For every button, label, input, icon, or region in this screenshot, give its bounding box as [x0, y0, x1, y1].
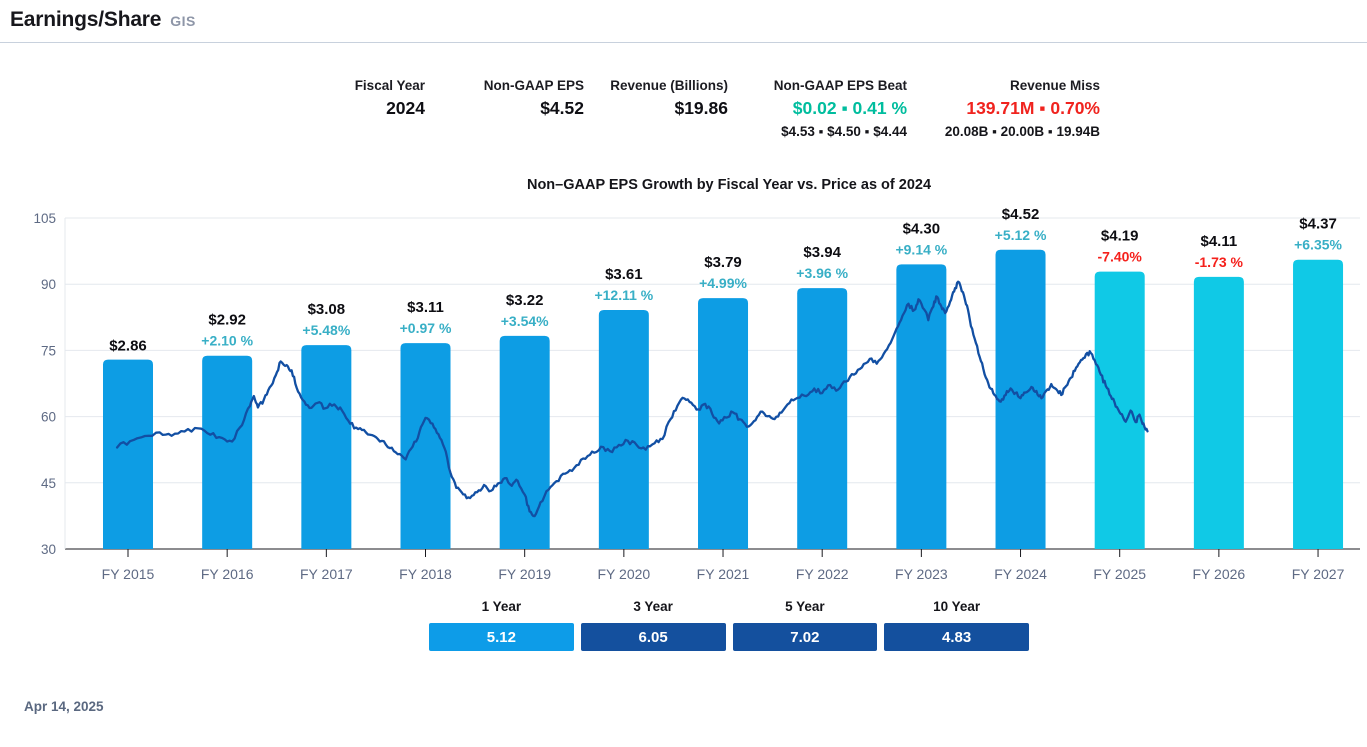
x-axis-label-fy-2027: FY 2027 [1292, 566, 1345, 582]
page-header: Earnings/Share GIS [10, 8, 196, 32]
x-axis-label-fy-2024: FY 2024 [994, 566, 1047, 582]
eps-bar-fy-2026 [1193, 276, 1244, 549]
bar-eps-label: $4.30 [903, 220, 941, 237]
x-axis-label-fy-2018: FY 2018 [399, 566, 452, 582]
x-axis-label-fy-2016: FY 2016 [201, 566, 254, 582]
growth-period-label: 3 Year [633, 599, 673, 614]
bar-growth-label: +5.48% [302, 322, 350, 338]
eps-price-chart: 105 90 75 60 45 30 $2.86 FY 2015 $2.92 +2.10 % FY … [33, 206, 1360, 582]
growth-value-box-5y: 7.02 [732, 623, 878, 651]
x-axis-label-fy-2020: FY 2020 [598, 566, 651, 582]
y-axis-label-90: 90 [41, 277, 56, 292]
y-axis-label-30: 30 [41, 542, 56, 557]
stat-label: Fiscal Year [354, 78, 425, 93]
y-axis-label-105: 105 [33, 211, 56, 226]
bar-growth-label: +0.97 % [400, 320, 452, 336]
stat-fiscal-year: Fiscal Year 2024 [355, 78, 425, 119]
revenue-miss-value: 139.71M ▪ 0.70% [966, 98, 1100, 118]
stat-eps-beat: Non-GAAP EPS Beat $0.02 ▪ 0.41 % $4.53 ▪… [774, 78, 907, 139]
y-axis-label-60: 60 [41, 410, 56, 425]
eps-bar-fy-2022 [797, 288, 848, 549]
eps-bar-fy-2021 [698, 298, 749, 549]
stat-label: Revenue (Billions) [610, 78, 728, 93]
bar-eps-label: $2.86 [109, 338, 147, 355]
bar-eps-label: $4.19 [1101, 228, 1139, 245]
stat-revenue: Revenue (Billions) $19.86 [610, 78, 728, 119]
as-of-date: Apr 14, 2025 [24, 699, 104, 714]
bar-growth-label: +2.10 % [201, 333, 253, 349]
stat-label: Non-GAAP EPS Beat [773, 78, 907, 93]
x-axis-label-fy-2017: FY 2017 [300, 566, 353, 582]
x-axis-label-fy-2025: FY 2025 [1093, 566, 1146, 582]
bar-growth-label: +3.54% [501, 313, 549, 329]
bar-eps-label: $4.52 [1002, 206, 1040, 223]
price-line [115, 280, 1149, 518]
bar-eps-label: $3.11 [407, 299, 444, 316]
growth-period-label: 10 Year [933, 599, 981, 614]
y-axis-label-75: 75 [41, 343, 56, 358]
ticker-symbol: GIS [170, 13, 196, 29]
bar-growth-label: +6.35% [1294, 237, 1342, 253]
x-axis-label-fy-2015: FY 2015 [102, 566, 155, 582]
x-axis-label-fy-2019: FY 2019 [498, 566, 551, 582]
bar-eps-label: $3.08 [308, 301, 346, 318]
bar-eps-label: $2.92 [208, 312, 246, 329]
growth-labels-row: 1 Year 3 Year 5 Year 10 Year [429, 599, 1029, 623]
growth-period-label: 5 Year [785, 599, 825, 614]
stat-label: Revenue Miss [1009, 78, 1100, 93]
bar-growth-label: +3.96 % [796, 265, 848, 281]
eps-bar-fy-2020 [598, 310, 649, 549]
chart-title: Non–GAAP EPS Growth by Fiscal Year vs. P… [526, 177, 932, 193]
bar-growth-label: +9.14 % [895, 241, 947, 257]
bar-growth-label: +5.12 % [995, 227, 1047, 243]
bar-eps-label: $3.79 [704, 254, 742, 271]
bar-growth-label: -1.73 % [1195, 254, 1244, 270]
x-axis-label-fy-2022: FY 2022 [796, 566, 849, 582]
growth-period-label: 1 Year [481, 599, 522, 614]
bar-eps-label: $3.61 [605, 266, 643, 283]
bar-eps-label: $4.37 [1299, 216, 1337, 233]
eps-bar-fy-2023 [896, 264, 947, 549]
eps-beat-value: $0.02 ▪ 0.41 % [792, 98, 907, 118]
growth-value-box-3y: 6.05 [580, 623, 726, 651]
bar-eps-label: $3.94 [803, 244, 841, 261]
bar-growth-label: +4.99% [699, 275, 747, 291]
eps-bar-fy-2027 [1293, 259, 1344, 549]
growth-value-box-10y: 4.83 [884, 623, 1029, 651]
eps-bar-fy-2018 [400, 343, 451, 549]
growth-summary: 1 Year 3 Year 5 Year 10 Year 5.12 6.05 7… [429, 599, 1029, 651]
eps-estimates: $4.53 ▪ $4.50 ▪ $4.44 [781, 124, 907, 139]
stat-revenue-miss: Revenue Miss 139.71M ▪ 0.70% 20.08B ▪ 20… [945, 78, 1100, 139]
growth-values-row: 5.12 6.05 7.02 4.83 [429, 623, 1029, 651]
eps-bar-fy-2019 [499, 335, 550, 549]
page-title: Earnings/Share [10, 8, 162, 31]
stat-non-gaap-eps: Non-GAAP EPS $4.52 [484, 78, 584, 119]
bar-eps-label: $3.22 [506, 292, 544, 309]
x-axis-label-fy-2023: FY 2023 [895, 566, 948, 582]
bar-eps-label: $4.11 [1201, 233, 1238, 250]
x-axis-label-fy-2021: FY 2021 [697, 566, 750, 582]
stat-value: $4.52 [540, 98, 584, 118]
stat-label: Non-GAAP EPS [483, 78, 584, 93]
header-divider [0, 42, 1367, 43]
x-axis-label-fy-2026: FY 2026 [1193, 566, 1246, 582]
eps-bar-fy-2016 [202, 355, 253, 549]
y-axis-label-45: 45 [41, 476, 56, 491]
revenue-estimates: 20.08B ▪ 20.00B ▪ 19.94B [944, 124, 1100, 139]
stat-value: 2024 [386, 98, 425, 118]
eps-bar-fy-2015 [103, 359, 153, 549]
bar-growth-label: -7.40% [1098, 249, 1143, 265]
stat-value: $19.86 [674, 98, 728, 118]
eps-bar-fy-2017 [301, 345, 352, 549]
bar-growth-label: +12.11 % [594, 287, 653, 303]
growth-value-box-1y: 5.12 [429, 623, 574, 651]
eps-bar-fy-2024 [995, 249, 1046, 549]
